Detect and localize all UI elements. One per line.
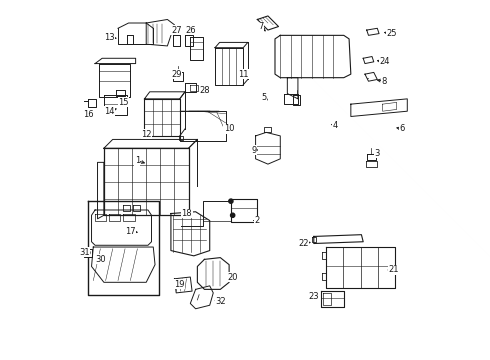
Text: 15: 15 xyxy=(118,98,128,107)
Text: 6: 6 xyxy=(399,124,405,133)
Text: 3: 3 xyxy=(375,149,380,158)
Text: 20: 20 xyxy=(227,273,238,282)
Text: 18: 18 xyxy=(181,209,192,218)
Text: 16: 16 xyxy=(83,110,93,119)
Text: 23: 23 xyxy=(309,292,319,301)
Text: 22: 22 xyxy=(298,239,309,248)
Text: 19: 19 xyxy=(174,280,185,289)
Text: 32: 32 xyxy=(215,297,225,306)
Text: 2: 2 xyxy=(255,216,260,225)
Text: 27: 27 xyxy=(171,26,181,35)
Text: 14: 14 xyxy=(104,107,115,116)
Text: 9: 9 xyxy=(251,145,256,154)
Text: 25: 25 xyxy=(386,29,397,38)
Text: 4: 4 xyxy=(332,121,338,130)
Text: 1: 1 xyxy=(135,156,140,165)
Text: 17: 17 xyxy=(125,227,136,236)
Text: 31: 31 xyxy=(79,248,90,257)
Text: 7: 7 xyxy=(258,22,264,31)
Text: 21: 21 xyxy=(388,265,398,274)
Text: 8: 8 xyxy=(382,77,387,86)
Text: 26: 26 xyxy=(185,26,196,35)
Text: 11: 11 xyxy=(238,70,248,79)
Text: 13: 13 xyxy=(104,33,115,42)
Text: 24: 24 xyxy=(379,57,390,66)
Text: 28: 28 xyxy=(199,86,210,95)
Circle shape xyxy=(230,213,235,217)
Circle shape xyxy=(229,199,233,203)
Text: 30: 30 xyxy=(95,255,106,264)
Text: 12: 12 xyxy=(141,130,151,139)
Text: 10: 10 xyxy=(224,124,234,133)
Text: 5: 5 xyxy=(262,93,267,102)
Text: 29: 29 xyxy=(171,70,181,79)
